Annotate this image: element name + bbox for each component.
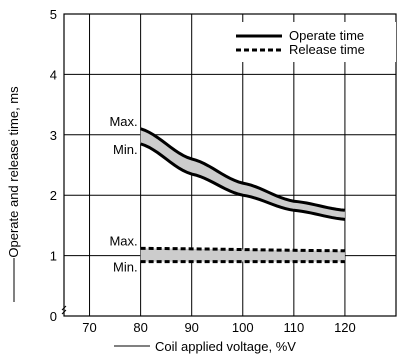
x-tick-label: 70 xyxy=(82,320,96,335)
y-tick-label: 2 xyxy=(50,188,57,203)
legend: Operate time Release time xyxy=(226,22,396,62)
y-tick-label: 4 xyxy=(50,67,57,82)
y-tick-label: 0 xyxy=(50,309,57,324)
band-fill xyxy=(140,248,345,262)
y-tick-label: 1 xyxy=(50,249,57,264)
operate-time-max-line xyxy=(140,127,346,212)
y-axis-title-group: Operate and release time, ms xyxy=(6,86,21,302)
legend-background xyxy=(226,22,396,62)
x-tick-label: 110 xyxy=(283,320,304,335)
x-tick-label: 100 xyxy=(232,320,254,335)
band-label-max: Max. xyxy=(109,114,137,129)
x-tick-label: 120 xyxy=(334,320,356,335)
band-label-min: Min. xyxy=(113,260,138,275)
axis-break-mark xyxy=(61,305,67,315)
release-time-max-line xyxy=(140,246,345,253)
band-labels: Max. Min. Max. Min. xyxy=(109,114,137,275)
plot-frame xyxy=(63,13,397,317)
grid xyxy=(64,14,396,316)
legend-label-release: Release time xyxy=(289,42,365,57)
operate-time-min-line xyxy=(140,142,346,221)
band-fill xyxy=(140,128,345,220)
y-tick-label: 5 xyxy=(50,7,57,22)
band-label-min: Min. xyxy=(113,142,138,157)
x-axis-title-group: Coil applied voltage, %V xyxy=(114,339,296,354)
legend-label-operate: Operate time xyxy=(289,28,364,43)
y-tick-label: 3 xyxy=(50,128,57,143)
series-lines xyxy=(140,127,346,264)
x-tick-label: 80 xyxy=(133,320,147,335)
y-axis-title: Operate and release time, ms xyxy=(6,86,21,258)
tick-labels: 70 80 90 100 110 120 0 1 2 3 4 5 xyxy=(50,7,356,335)
x-axis-title: Coil applied voltage, %V xyxy=(155,339,296,354)
band-label-max: Max. xyxy=(109,233,137,248)
x-tick-label: 90 xyxy=(184,320,198,335)
